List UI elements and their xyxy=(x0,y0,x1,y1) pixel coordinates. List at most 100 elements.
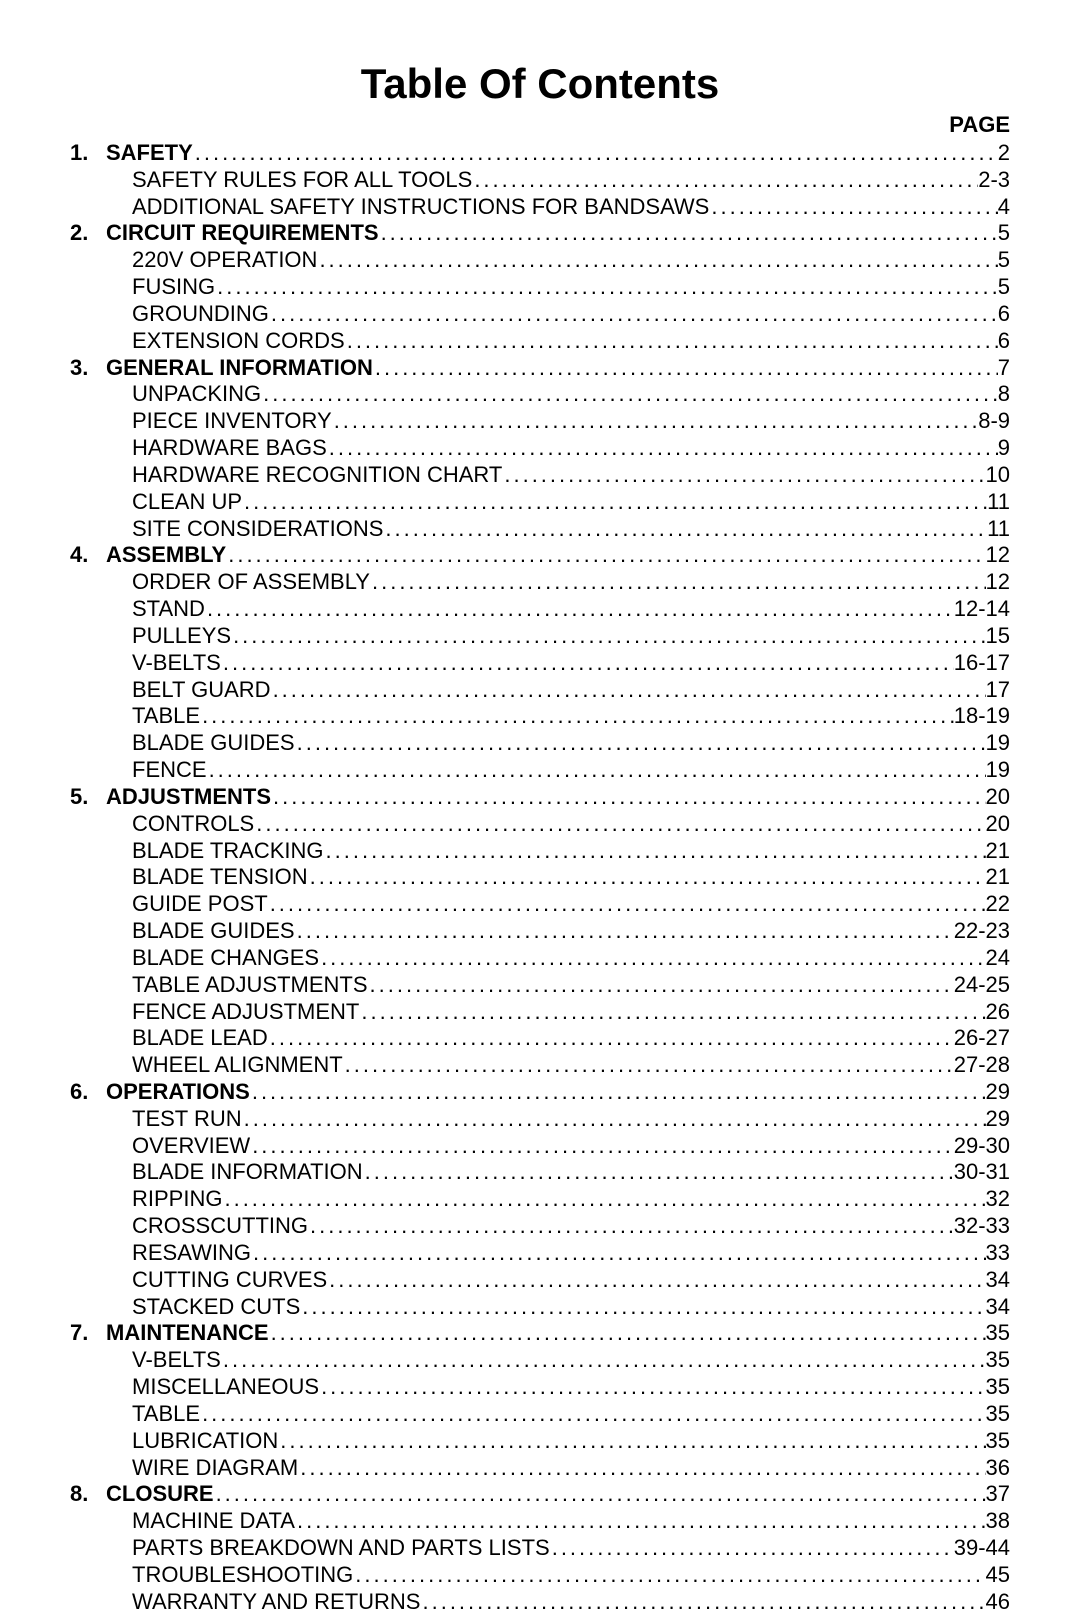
toc-sub-line: TROUBLESHOOTING 45 xyxy=(70,1562,1010,1589)
toc-sub-label: BLADE CHANGES xyxy=(132,945,319,972)
toc-leader xyxy=(300,1294,985,1321)
toc-sub-line: FUSING 5 xyxy=(70,274,1010,301)
toc-leader xyxy=(214,1481,986,1508)
toc-page-number: 7 xyxy=(998,355,1010,382)
toc-leader xyxy=(295,1508,986,1535)
toc-section-label: CIRCUIT REQUIREMENTS xyxy=(106,220,379,247)
toc-page-number: 45 xyxy=(986,1562,1010,1589)
toc-sub-label: PARTS BREAKDOWN AND PARTS LISTS xyxy=(132,1535,550,1562)
toc-page-number: 4 xyxy=(998,194,1010,221)
toc-page-number: 6 xyxy=(998,301,1010,328)
toc-sub-line: BELT GUARD 17 xyxy=(70,677,1010,704)
toc-leader xyxy=(472,167,978,194)
toc-sub-line: BLADE TENSION 21 xyxy=(70,864,1010,891)
toc-sub-label: FENCE xyxy=(132,757,207,784)
toc-sub-line: STAND 12-14 xyxy=(70,596,1010,623)
toc-sub-label: TABLE xyxy=(132,703,200,730)
toc-sub-label: ADDITIONAL SAFETY INSTRUCTIONS FOR BANDS… xyxy=(132,194,709,221)
toc-sub-line: STACKED CUTS 34 xyxy=(70,1294,1010,1321)
toc-sub-label: CONTROLS xyxy=(132,811,254,838)
toc-leader xyxy=(709,194,997,221)
toc-page-number: 29 xyxy=(986,1079,1010,1106)
toc-sub-line: UNPACKING 8 xyxy=(70,381,1010,408)
toc-section-label: CLOSURE xyxy=(106,1481,214,1508)
toc-sub-line: CONTROLS 20 xyxy=(70,811,1010,838)
toc-sub-line: RESAWING 33 xyxy=(70,1240,1010,1267)
toc-page-number: 15 xyxy=(986,623,1010,650)
toc-page-number: 35 xyxy=(986,1347,1010,1374)
toc-leader xyxy=(221,1347,986,1374)
toc-leader xyxy=(332,408,979,435)
toc-sub-line: V-BELTS 16-17 xyxy=(70,650,1010,677)
toc-sub-label: CROSSCUTTING xyxy=(132,1213,308,1240)
toc-sub-label: V-BELTS xyxy=(132,650,221,677)
toc-sub-line: ADDITIONAL SAFETY INSTRUCTIONS FOR BANDS… xyxy=(70,194,1010,221)
toc-leader xyxy=(359,999,985,1026)
page-column-header: PAGE xyxy=(70,112,1010,138)
toc-sub-label: WIRE DIAGRAM xyxy=(132,1455,298,1482)
toc-sub-line: LUBRICATION 35 xyxy=(70,1428,1010,1455)
toc-sub-label: 220V OPERATION xyxy=(132,247,317,274)
toc-page-number: 11 xyxy=(987,489,1010,516)
toc-sub-label: SITE CONSIDERATIONS xyxy=(132,516,383,543)
toc-page-number: 10 xyxy=(986,462,1010,489)
toc-page-number: 26 xyxy=(986,999,1010,1026)
toc-sub-line: BLADE GUIDES 22-23 xyxy=(70,918,1010,945)
toc-leader xyxy=(308,864,986,891)
toc-section-label: OPERATIONS xyxy=(106,1079,250,1106)
toc-leader xyxy=(250,1079,986,1106)
toc-leader xyxy=(420,1589,985,1616)
toc-sub-line: HARDWARE BAGS 9 xyxy=(70,435,1010,462)
toc-sub-label: BLADE GUIDES xyxy=(132,730,295,757)
toc-sub-line: SITE CONSIDERATIONS 11 xyxy=(70,516,1010,543)
toc-page-number: 22 xyxy=(986,891,1010,918)
toc-page-number: 32-33 xyxy=(954,1213,1010,1240)
toc-sub-label: HARDWARE RECOGNITION CHART xyxy=(132,462,502,489)
toc-leader xyxy=(295,918,954,945)
toc-sub-label: TROUBLESHOOTING xyxy=(132,1562,353,1589)
toc-sub-label: BLADE LEAD xyxy=(132,1025,268,1052)
toc-page-number: 27-28 xyxy=(954,1052,1010,1079)
toc-leader xyxy=(200,703,954,730)
toc-sub-label: GROUNDING xyxy=(132,301,269,328)
table-of-contents: 1.SAFETY 2SAFETY RULES FOR ALL TOOLS 2-3… xyxy=(70,140,1010,1616)
toc-page-number: 5 xyxy=(998,247,1010,274)
toc-sub-label: RESAWING xyxy=(132,1240,251,1267)
toc-page-number: 11 xyxy=(987,516,1010,543)
toc-leader xyxy=(269,1320,986,1347)
toc-sub-label: BLADE GUIDES xyxy=(132,918,295,945)
toc-leader xyxy=(327,435,998,462)
toc-sub-label: BLADE INFORMATION xyxy=(132,1159,363,1186)
toc-leader xyxy=(207,757,986,784)
toc-sub-line: BLADE INFORMATION 30-31 xyxy=(70,1159,1010,1186)
toc-page-number: 24-25 xyxy=(954,972,1010,999)
toc-page-number: 5 xyxy=(998,220,1010,247)
toc-section-number: 7. xyxy=(70,1320,106,1347)
toc-sub-label: MACHINE DATA xyxy=(132,1508,295,1535)
toc-section-label: ADJUSTMENTS xyxy=(106,784,271,811)
toc-sub-line: CUTTING CURVES 34 xyxy=(70,1267,1010,1294)
toc-sub-label: ORDER OF ASSEMBLY xyxy=(132,569,370,596)
toc-sub-line: TABLE 18-19 xyxy=(70,703,1010,730)
toc-leader xyxy=(379,220,998,247)
toc-section-line: 1.SAFETY 2 xyxy=(70,140,1010,167)
toc-leader xyxy=(373,355,998,382)
toc-section-number: 2. xyxy=(70,220,106,247)
toc-page-number: 12 xyxy=(986,569,1010,596)
toc-sub-label: TABLE ADJUSTMENTS xyxy=(132,972,368,999)
toc-leader xyxy=(268,1025,954,1052)
toc-leader xyxy=(271,784,986,811)
toc-page-number: 39-44 xyxy=(954,1535,1010,1562)
toc-section-label: SAFETY xyxy=(106,140,193,167)
toc-leader xyxy=(268,891,986,918)
toc-sub-label: TABLE xyxy=(132,1401,200,1428)
toc-page-number: 26-27 xyxy=(954,1025,1010,1052)
toc-sub-line: TABLE ADJUSTMENTS 24-25 xyxy=(70,972,1010,999)
toc-section-line: 2.CIRCUIT REQUIREMENTS 5 xyxy=(70,220,1010,247)
toc-page-number: 16-17 xyxy=(954,650,1010,677)
toc-leader xyxy=(205,596,954,623)
toc-leader xyxy=(345,328,998,355)
toc-leader xyxy=(226,542,985,569)
toc-page-number: 36 xyxy=(986,1455,1010,1482)
toc-section-label: GENERAL INFORMATION xyxy=(106,355,373,382)
